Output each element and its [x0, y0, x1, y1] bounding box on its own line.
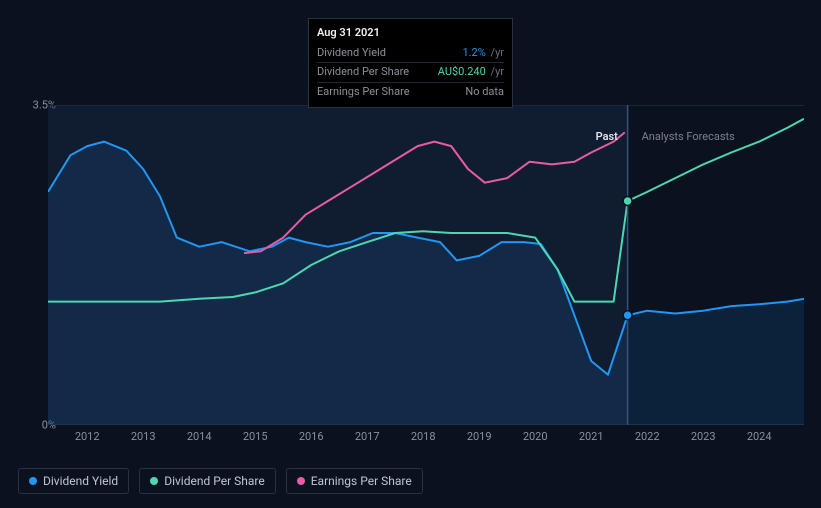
tooltip-row-value: AU$0.240 /yr	[438, 64, 504, 81]
x-tick-label: 2016	[299, 430, 324, 443]
x-tick-label: 2022	[635, 430, 660, 443]
legend-dot-icon	[29, 477, 37, 485]
x-tick-label: 2014	[187, 430, 212, 443]
x-tick-label: 2021	[579, 430, 604, 443]
tooltip-rows: Dividend Yield1.2% /yrDividend Per Share…	[317, 44, 504, 102]
legend-label: Dividend Per Share	[164, 474, 265, 488]
x-tick-label: 2015	[243, 430, 268, 443]
tooltip-row-label: Dividend Per Share	[317, 64, 409, 81]
chart-legend: Dividend Yield Dividend Per Share Earnings…	[18, 468, 423, 494]
x-tick-label: 2012	[75, 430, 100, 443]
chart-plot[interactable]	[48, 105, 804, 425]
tooltip-row: Dividend Per Share AU$0.240 /yr	[317, 62, 504, 82]
tooltip-row: Dividend Yield 1.2% /yr	[317, 44, 504, 63]
series-marker	[623, 311, 632, 320]
chart-tooltip: Aug 31 2021 Dividend Yield1.2% /yrDivide…	[308, 18, 513, 108]
x-tick-label: 2019	[467, 430, 492, 443]
x-tick-label: 2017	[355, 430, 380, 443]
x-axis-labels: 2012 2013 2014 2015 2016 2017 2018 2019 2020 2021…	[48, 430, 804, 446]
tooltip-row-value: 1.2% /yr	[462, 45, 504, 62]
x-tick-label: 2024	[747, 430, 772, 443]
x-tick-label: 2020	[523, 430, 548, 443]
x-tick-label: 2018	[411, 430, 436, 443]
legend-dot-icon	[150, 477, 158, 485]
chart-container: 0%3.5% PastAnalysts Forecasts 2012201320…	[0, 0, 821, 508]
legend-label: Earnings Per Share	[311, 474, 412, 488]
legend-item[interactable]: Dividend Yield	[18, 468, 129, 494]
legend-dot-icon	[297, 477, 305, 485]
x-tick-label: 2013	[131, 430, 156, 443]
series-marker	[623, 197, 632, 206]
tooltip-row-label: Earnings Per Share	[317, 84, 410, 101]
tooltip-row-value: No data	[465, 84, 504, 101]
legend-item[interactable]: Earnings Per Share	[286, 468, 423, 494]
x-tick-label: 2023	[691, 430, 716, 443]
legend-label: Dividend Yield	[43, 474, 118, 488]
tooltip-row-label: Dividend Yield	[317, 45, 386, 62]
legend-item[interactable]: Dividend Per Share	[139, 468, 276, 494]
tooltip-row: Earnings Per Share No data	[317, 82, 504, 102]
tooltip-date: Aug 31 2021	[317, 25, 504, 42]
